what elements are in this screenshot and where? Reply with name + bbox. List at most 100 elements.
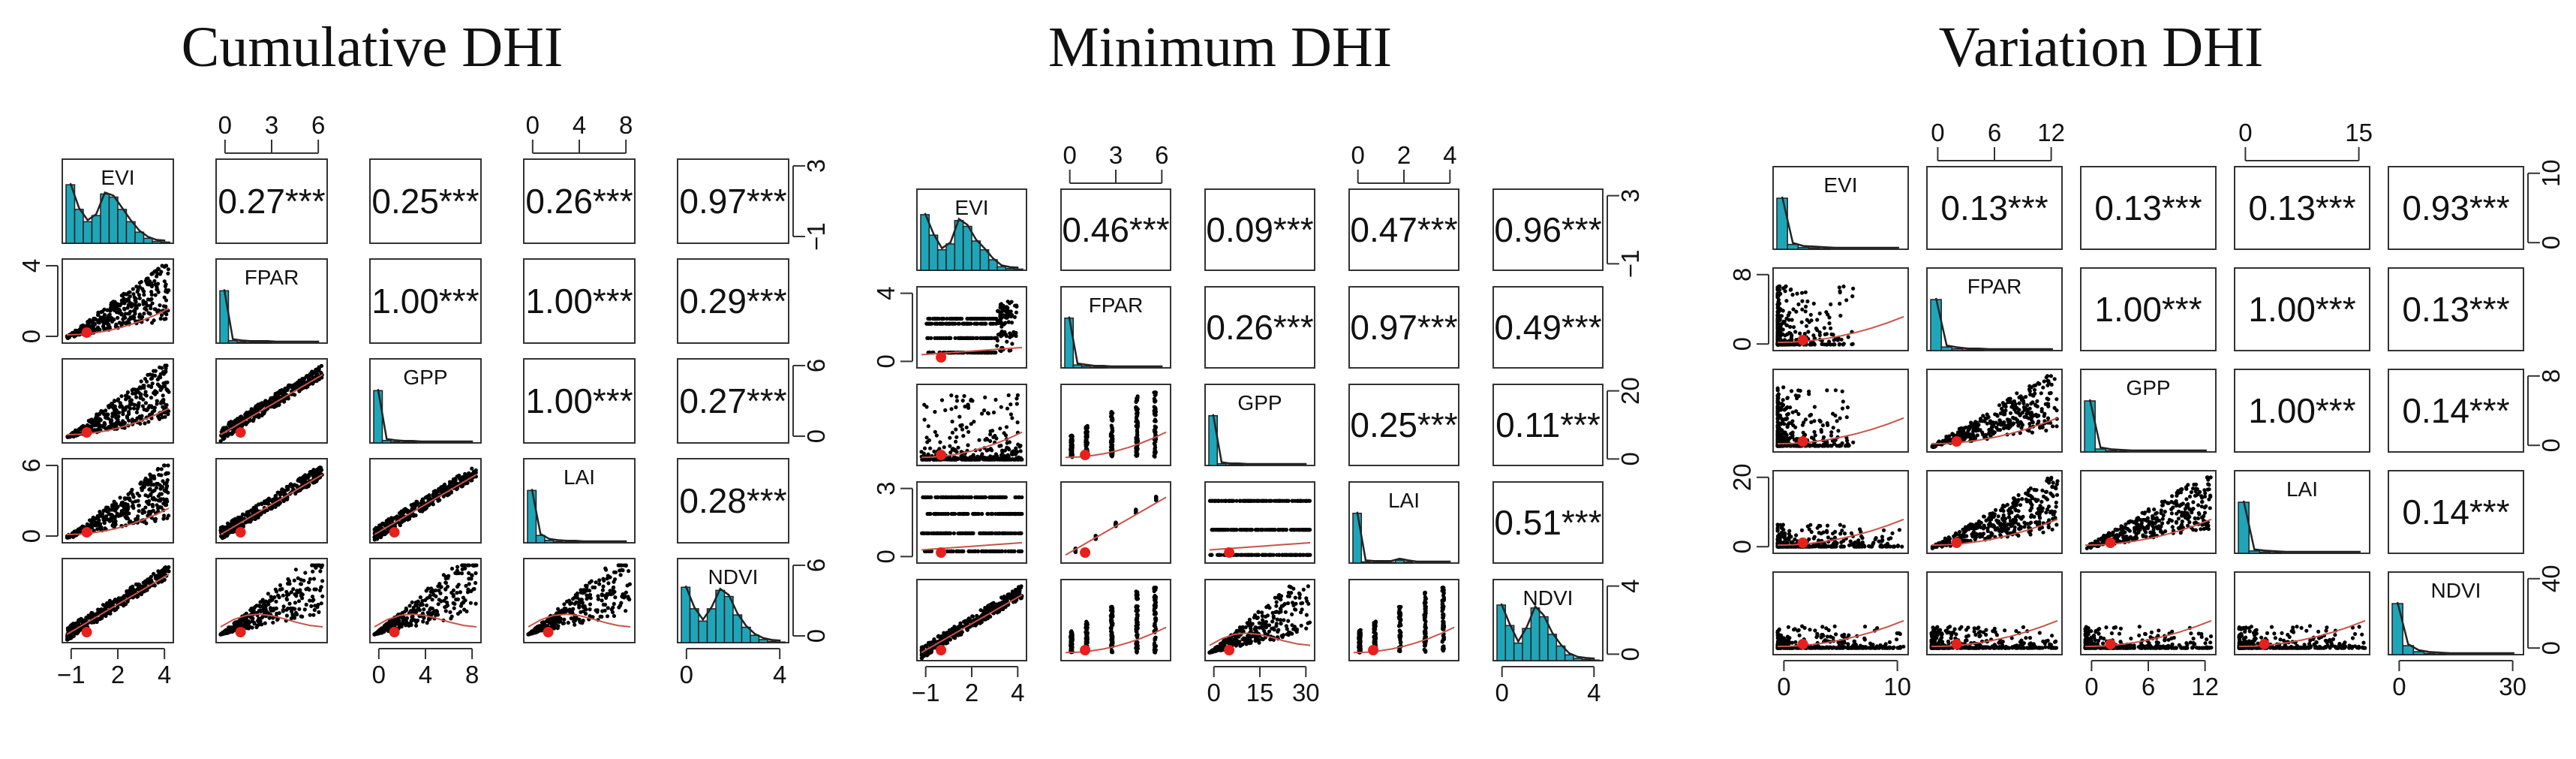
correlation-label: 0.97*** [1350,308,1457,347]
scatter-point [272,595,277,600]
chart-title: Minimum DHI [1048,16,1392,79]
correlation-label: 0.27*** [218,182,325,221]
axis-tick-label: 4 [419,661,432,688]
scatter-point [319,585,323,589]
scatter-point [556,607,561,611]
scatter-point [944,336,948,340]
scatter-point [1008,331,1012,336]
scatter-point [149,479,153,483]
scatter-point [956,456,960,461]
variable-label: NDVI [708,565,759,589]
scatter-point [952,457,957,462]
scatter-point [1134,453,1139,458]
scatter-point [105,308,110,312]
scatter-point [140,488,144,492]
chart-title: Cumulative DHI [182,16,564,79]
scatter-point [110,306,114,311]
scatter-point [283,386,287,391]
correlation-label: 0.97*** [679,182,786,221]
scatter-point [74,529,78,534]
scatter-point [964,425,969,429]
panel-frame [523,258,636,344]
scatter-point [149,290,154,294]
scatter-point [136,288,140,292]
scatter-point [149,293,154,297]
scatter-point [266,592,270,596]
histogram-bar [758,639,768,643]
scatter-point [555,626,560,631]
correlation-label: 0.96*** [1494,210,1601,249]
scatter-point [131,316,136,321]
scatter-point [627,582,633,586]
scatter-point [600,598,604,603]
scatter-point [954,316,959,321]
scatter-point [299,593,303,598]
axis-tick-label: 4 [17,259,45,273]
scatter-point [974,316,978,321]
scatter-point [296,576,300,580]
scatter-point [308,613,312,617]
histogram-bar [219,290,230,344]
histogram-bar [1090,366,1100,369]
scatter-point [230,431,235,435]
scatter-point [534,630,539,634]
scatter-point [140,404,145,408]
correlation-label: 0.26*** [1206,308,1313,347]
scatter-point [1152,453,1156,458]
scatter-point [1069,451,1074,456]
scatter-point [1135,394,1140,399]
scatter-point [115,302,119,306]
histogram-bar [552,541,563,544]
scatter-point [400,520,404,524]
scatter-point [121,419,125,423]
scatter-point [624,563,628,568]
scatter-point [961,434,966,438]
scatter-point [164,503,169,508]
scatter-point [578,598,582,602]
scatter-point [469,577,473,581]
scatter-point [948,457,953,462]
scatter-point [166,463,170,468]
scatter-point [612,601,616,607]
scatter-point [135,491,140,496]
scatter-point [384,625,389,630]
histogram-bar [236,341,247,344]
scatter-point [126,492,131,497]
scatter-point [309,604,314,609]
scatter-point [286,396,290,401]
scatter-point [596,597,601,601]
scatter-point [136,583,140,588]
scatter-point [422,607,426,612]
histogram-bar [920,214,930,271]
scatter-point [1014,402,1019,406]
scatter-point [274,599,278,604]
scatter-point [101,425,106,429]
scatter-point [1153,450,1158,454]
scatter-point [954,427,958,432]
scatter-point [149,297,154,301]
histogram-bar [1072,364,1083,369]
scatter-point [426,617,431,622]
scatter-point [422,507,427,511]
scatter-point [144,408,149,412]
scatter-point [128,406,133,411]
scatter-point [128,290,132,294]
scatter-point [429,586,434,591]
scatter-point [110,504,115,509]
histogram-bar [152,240,162,244]
scatter-point [144,276,149,282]
scatter-point [999,444,1003,448]
scatter-point [92,620,96,625]
scatter-point [600,593,605,598]
scatter-point [1011,330,1016,334]
scatter-point [1152,428,1157,432]
scatter-point [927,457,932,462]
scatter-point [440,484,445,489]
scatter-point [281,609,285,613]
histogram-bar [1064,317,1075,369]
scatter-point [969,457,973,462]
scatter-point [604,568,609,572]
histogram-bar [698,620,708,643]
scatter-point [271,620,275,625]
